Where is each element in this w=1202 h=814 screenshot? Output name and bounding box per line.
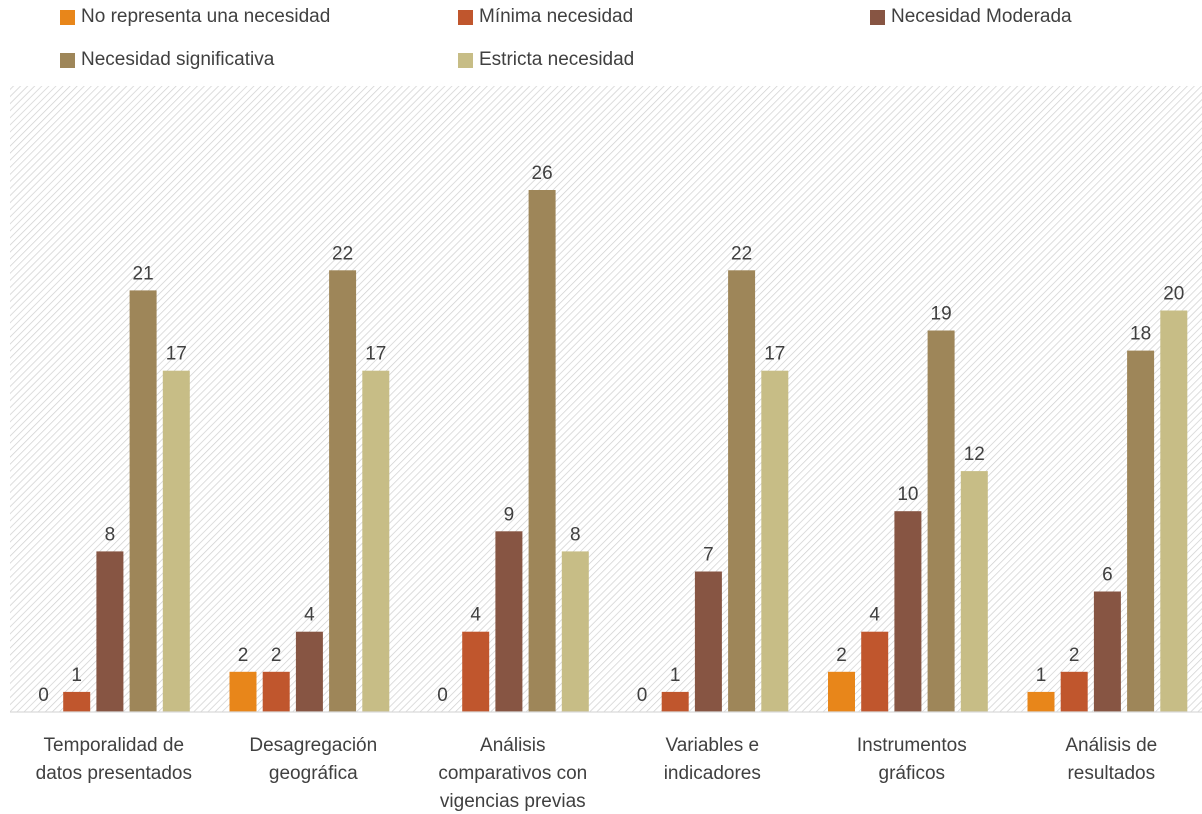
data-label: 17 xyxy=(365,344,386,365)
bar xyxy=(761,370,789,712)
data-label: 2 xyxy=(238,645,249,666)
category-label: Instrumentos xyxy=(857,735,967,756)
bar xyxy=(1060,671,1088,712)
legend-swatch xyxy=(60,9,75,25)
data-label: 4 xyxy=(470,605,481,626)
category-label: Análisis de xyxy=(1065,735,1157,756)
bar xyxy=(694,571,722,712)
bar xyxy=(96,551,124,712)
data-label: 6 xyxy=(1102,565,1113,586)
bar xyxy=(960,471,988,712)
legend-swatch xyxy=(458,9,473,25)
bar xyxy=(495,531,523,712)
data-label: 2 xyxy=(1069,645,1080,666)
bar xyxy=(1160,310,1188,712)
legend-swatch xyxy=(60,52,75,68)
data-label: 21 xyxy=(133,263,154,284)
legend-label: Necesidad Moderada xyxy=(891,6,1072,27)
bar xyxy=(828,671,855,712)
bar xyxy=(728,270,756,712)
legend-label: Mínima necesidad xyxy=(479,6,634,27)
legend-label: No representa una necesidad xyxy=(81,6,331,27)
data-label: 0 xyxy=(38,685,49,706)
data-label: 9 xyxy=(504,504,515,525)
bar xyxy=(894,511,922,712)
bar xyxy=(927,330,955,712)
data-label: 12 xyxy=(964,444,985,465)
bar xyxy=(561,551,589,712)
chart-legend: No representa una necesidad Mínima necesi… xyxy=(60,0,1190,80)
bar xyxy=(362,370,390,712)
legend-swatch xyxy=(458,52,473,68)
category-label: Variables e xyxy=(665,735,759,756)
bars-group xyxy=(63,190,1188,712)
category-label: Desagregación xyxy=(249,735,377,756)
data-label: 8 xyxy=(570,524,581,545)
data-label: 4 xyxy=(869,605,880,626)
category-label: comparativos con xyxy=(438,763,587,784)
bar xyxy=(229,671,257,712)
data-label: 22 xyxy=(731,243,752,264)
category-label: gráficos xyxy=(879,763,946,784)
bar xyxy=(129,290,157,712)
bar xyxy=(63,691,91,712)
data-label: 8 xyxy=(105,524,116,545)
legend-item: Necesidad significativa xyxy=(60,49,274,71)
category-label: indicadores xyxy=(664,763,761,784)
data-label: 0 xyxy=(637,685,648,706)
data-label: 17 xyxy=(764,344,785,365)
bar xyxy=(1027,691,1055,712)
bar xyxy=(528,190,556,712)
data-label: 4 xyxy=(304,605,315,626)
data-label: 18 xyxy=(1130,324,1151,345)
data-label: 2 xyxy=(836,645,847,666)
bar xyxy=(262,671,290,712)
data-label: 22 xyxy=(332,243,353,264)
category-label: resultados xyxy=(1067,763,1155,784)
data-label: 17 xyxy=(166,344,187,365)
bar xyxy=(462,631,490,712)
bar xyxy=(661,691,689,712)
data-label: 10 xyxy=(897,484,918,505)
bar xyxy=(295,631,323,712)
category-label: geográfica xyxy=(269,763,358,784)
category-labels-group: Temporalidad de datos presentados Desagreg… xyxy=(36,735,1158,812)
data-label: 2 xyxy=(271,645,282,666)
plot-area-background xyxy=(10,86,1202,712)
bar xyxy=(329,270,357,712)
bar xyxy=(861,631,889,712)
data-label: 1 xyxy=(1036,665,1047,686)
category-label: Análisis xyxy=(480,735,545,756)
legend-item: Mínima necesidad xyxy=(458,6,633,28)
legend-item: Estricta necesidad xyxy=(458,49,634,71)
data-label: 1 xyxy=(670,665,681,686)
data-label: 1 xyxy=(71,665,82,686)
bar xyxy=(162,370,190,712)
category-label: datos presentados xyxy=(36,763,192,784)
legend-item: Necesidad Moderada xyxy=(870,6,1072,28)
data-label: 0 xyxy=(437,685,448,706)
legend-label: Necesidad significativa xyxy=(81,49,275,70)
data-label: 26 xyxy=(532,163,553,184)
data-label: 19 xyxy=(931,304,952,325)
data-label: 7 xyxy=(703,545,714,566)
category-label: Temporalidad de xyxy=(44,735,184,756)
bar xyxy=(1127,350,1155,712)
bar xyxy=(1093,591,1121,712)
category-label: vigencias previas xyxy=(440,791,586,812)
legend-item: No representa una necesidad xyxy=(60,6,330,28)
legend-swatch xyxy=(870,9,885,25)
legend-label: Estricta necesidad xyxy=(479,49,635,70)
data-label: 20 xyxy=(1163,284,1184,305)
